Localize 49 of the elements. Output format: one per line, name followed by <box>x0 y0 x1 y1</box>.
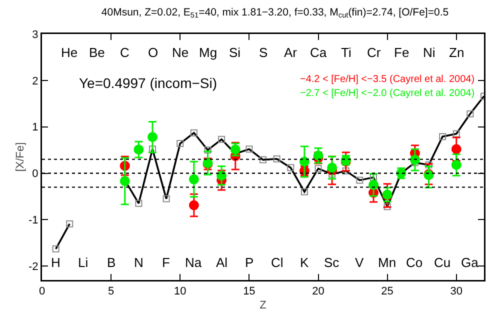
x-tick-label: 25 <box>381 286 394 298</box>
annotation: B <box>107 255 116 270</box>
y-tick-label: 2 <box>32 75 38 88</box>
annotation: Be <box>89 45 105 60</box>
annotation: P <box>245 255 254 270</box>
annotation: Zn <box>449 45 464 60</box>
annotation: Mg <box>199 45 218 60</box>
annotation: Si <box>229 45 241 60</box>
annotation: Cu <box>434 255 451 270</box>
annotation: He <box>61 45 78 60</box>
annotation: Co <box>406 255 423 270</box>
annotation: K <box>300 255 309 270</box>
y-tick-label: 3 <box>32 28 38 41</box>
annotation: Mn <box>378 255 396 270</box>
annotation: Ni <box>423 45 436 60</box>
annotation: O <box>148 45 158 60</box>
annotation: H <box>51 255 60 270</box>
x-tick-label: 5 <box>108 286 114 298</box>
annotation: Ne <box>172 45 189 60</box>
x-tick-label: 30 <box>450 286 463 298</box>
annotation: Na <box>185 255 202 270</box>
annotation: N <box>134 255 144 270</box>
annotation: Al <box>216 255 228 270</box>
annotation: C <box>120 45 130 60</box>
annotation: Ca <box>310 45 328 60</box>
text: −4.2 < [Fe/H] <−3.5 (Cayrel et al. 2004) <box>300 74 475 85</box>
x-tick-label: 10 <box>174 286 186 298</box>
x-tick-label: 20 <box>312 286 324 298</box>
y-tick-label: 0 <box>32 168 38 180</box>
annotation: Sc <box>324 255 340 270</box>
text: −2.7 < [Fe/H] <−2.0 (Cayrel et al. 2004) <box>300 88 475 99</box>
annotation: Li <box>78 255 88 270</box>
annotation: Cl <box>271 255 284 270</box>
y-tick-label: -2 <box>28 260 38 273</box>
annotation: S <box>259 45 268 60</box>
x-axis-title: Z <box>260 300 267 312</box>
annotation: Cr <box>367 45 382 60</box>
y-axis-title: [X/Fe] <box>14 142 26 172</box>
chart-title: 40Msun, Z=0.02, E$_{51}$=40, mix 1.81−3.20, f=0.33, M$_{cut}$(fin)=2.74, [O/Fe]=0.5 <box>101 6 449 20</box>
annotation: Ti <box>341 45 352 60</box>
annotation: Fe <box>394 45 410 60</box>
y-tick-label: 1 <box>32 122 38 134</box>
annotation: V <box>355 255 364 270</box>
annotation: Ga <box>461 255 480 270</box>
y-tick-label: -1 <box>28 214 38 227</box>
x-tick-label: 15 <box>243 286 256 298</box>
annotation: Ye=0.4997 (incom−Si) <box>79 75 218 91</box>
annotation: F <box>162 255 170 270</box>
annotation: Ar <box>284 45 298 60</box>
